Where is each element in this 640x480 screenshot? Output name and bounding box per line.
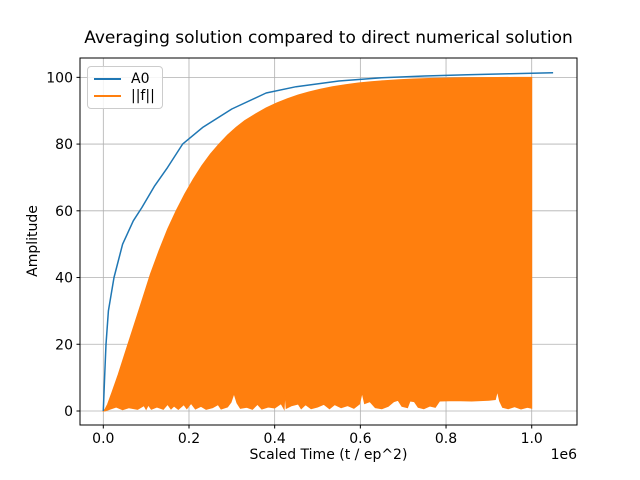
x-axis-label: Scaled Time (t / ep^2) xyxy=(249,447,408,463)
legend-line-swatch-f xyxy=(94,95,121,98)
y-axis-label: Amplitude xyxy=(25,205,41,277)
x-tick-label: 0.0 xyxy=(92,431,114,447)
x-axis-offset-label: 1e6 xyxy=(550,447,577,463)
y-tick-label: 20 xyxy=(55,337,73,353)
chart-title: Averaging solution compared to direct nu… xyxy=(84,28,573,48)
axes-frame xyxy=(79,57,578,426)
series-a0-line xyxy=(102,72,554,412)
y-tick-label: 0 xyxy=(64,404,73,420)
x-tick-label: 0.6 xyxy=(349,431,371,447)
legend-entry-a0: A0 xyxy=(94,71,156,87)
y-tick-label: 80 xyxy=(55,137,73,153)
y-tick-label: 40 xyxy=(55,271,73,287)
x-tick-label: 0.2 xyxy=(178,431,200,447)
x-tick-label: 0.8 xyxy=(435,431,457,447)
series-f-fill xyxy=(102,76,533,412)
y-tick-label: 60 xyxy=(55,204,73,220)
legend-label-f: ||f|| xyxy=(131,88,155,105)
x-tick-label: 1.0 xyxy=(521,431,543,447)
x-tick-label: 0.4 xyxy=(264,431,286,447)
legend-entry-f: ||f|| xyxy=(94,88,156,104)
y-tick-label: 100 xyxy=(46,70,73,86)
legend: A0 ||f|| xyxy=(87,66,163,109)
legend-line-swatch-a0 xyxy=(94,77,121,80)
legend-label-a0: A0 xyxy=(131,70,150,87)
